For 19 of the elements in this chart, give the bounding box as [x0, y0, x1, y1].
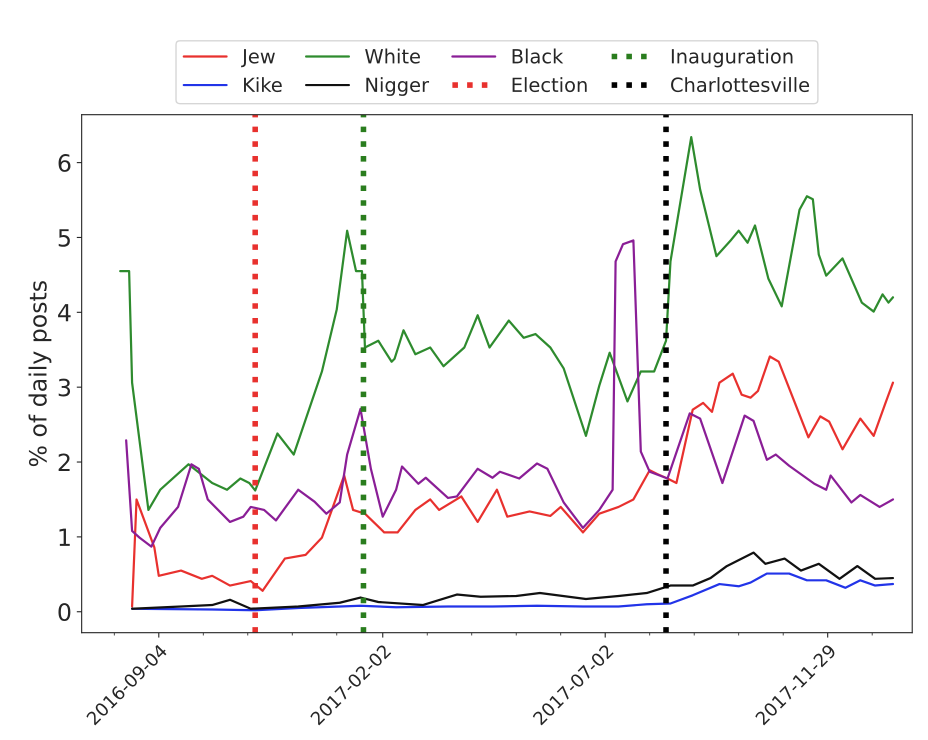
- y-tick-label: 6: [58, 154, 70, 172]
- legend-label: Jew: [241, 49, 275, 68]
- y-tick-label: 4: [58, 304, 71, 322]
- y-tick-label: 2: [58, 453, 70, 471]
- y-tick-label: 3: [58, 378, 70, 396]
- y-tick-label: 0: [58, 603, 70, 622]
- line-series: [125, 239, 894, 548]
- line-series: [130, 551, 894, 610]
- legend-label: Black: [512, 48, 564, 64]
- legend-label: Nigger: [366, 77, 430, 96]
- y-tick-label: 1: [60, 528, 70, 546]
- legend-label: Election: [512, 77, 587, 92]
- y-tick-label: 5: [58, 229, 70, 247]
- y-axis-title: % of daily posts: [28, 281, 52, 466]
- legend-label: White: [365, 48, 420, 64]
- line-series: [119, 136, 894, 512]
- legend-label: Kike: [244, 77, 282, 92]
- legend-label: Inauguration: [672, 48, 792, 68]
- legend-label: Charlottesville: [671, 77, 810, 92]
